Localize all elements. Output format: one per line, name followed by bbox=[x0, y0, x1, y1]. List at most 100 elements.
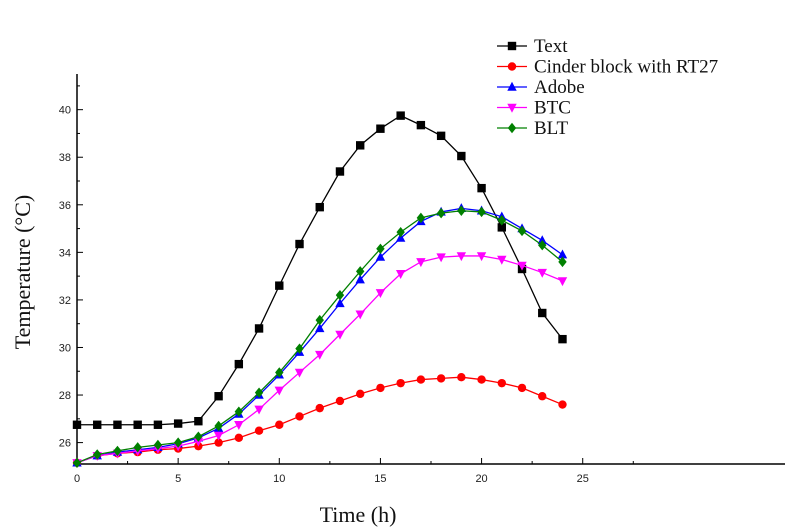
y-tick-label: 34 bbox=[59, 247, 71, 259]
data-point-blt bbox=[133, 442, 142, 453]
data-point-cinder-block-with-rt27 bbox=[517, 383, 527, 393]
data-point-text bbox=[254, 324, 264, 333]
y-tick-label: 30 bbox=[59, 342, 71, 354]
x-tick-label: 5 bbox=[175, 473, 181, 485]
data-point-text bbox=[173, 419, 183, 428]
data-point-blt bbox=[538, 240, 547, 251]
data-point-blt bbox=[254, 387, 264, 398]
data-point-btc bbox=[375, 289, 386, 298]
data-point-cinder-block-with-rt27 bbox=[558, 400, 567, 409]
x-tick-label: 15 bbox=[374, 473, 386, 485]
y-tick-label: 36 bbox=[59, 200, 71, 212]
data-point-btc bbox=[234, 421, 244, 430]
data-point-text bbox=[275, 281, 284, 290]
data-point-text bbox=[234, 359, 244, 369]
data-point-text bbox=[72, 420, 82, 429]
data-point-adobe bbox=[557, 249, 568, 259]
data-point-cinder-block-with-rt27 bbox=[457, 373, 466, 382]
y-tick-label: 40 bbox=[59, 105, 71, 117]
data-point-blt bbox=[477, 206, 486, 218]
data-point-btc bbox=[355, 310, 365, 320]
data-point-btc bbox=[557, 277, 568, 287]
data-point-blt bbox=[356, 266, 365, 277]
data-point-cinder-block-with-rt27 bbox=[214, 438, 223, 447]
data-point-blt bbox=[457, 205, 466, 216]
legend-label-cinder-block-with-rt27: Cinder block with RT27 bbox=[534, 57, 718, 78]
data-point-blt bbox=[113, 445, 122, 457]
series-text bbox=[72, 111, 567, 429]
data-point-btc bbox=[476, 252, 487, 262]
data-point-blt bbox=[376, 243, 385, 254]
data-point-blt bbox=[153, 439, 163, 451]
data-point-adobe bbox=[335, 298, 345, 308]
data-point-btc bbox=[254, 405, 264, 415]
y-tick-label: 28 bbox=[59, 390, 71, 402]
data-point-blt bbox=[436, 207, 446, 219]
x-tick-label: 0 bbox=[74, 473, 80, 485]
data-point-blt bbox=[416, 212, 426, 224]
x-tick-label: 25 bbox=[577, 473, 589, 485]
data-point-blt bbox=[497, 215, 506, 226]
data-point-cinder-block-with-rt27 bbox=[538, 392, 547, 401]
data-point-text bbox=[214, 392, 223, 401]
data-point-cinder-block-with-rt27 bbox=[416, 375, 426, 384]
data-point-blt bbox=[72, 457, 82, 469]
data-point-text bbox=[113, 420, 122, 429]
series-line-text bbox=[77, 114, 563, 426]
data-point-cinder-block-with-rt27 bbox=[234, 433, 244, 443]
axes: 26 28 30 32 34 36 38 40 0 5 10 15 20 25 bbox=[59, 74, 785, 485]
data-point-btc bbox=[456, 252, 467, 262]
legend-label-adobe: Adobe bbox=[534, 77, 585, 98]
series-blt bbox=[72, 205, 567, 469]
legend-marker-btc bbox=[507, 103, 517, 113]
legend-marker-cinder-block-with-rt27 bbox=[507, 62, 517, 71]
data-point-cinder-block-with-rt27 bbox=[376, 383, 385, 393]
legend-marker-text bbox=[507, 41, 517, 51]
data-point-blt bbox=[335, 289, 345, 301]
data-point-adobe bbox=[315, 323, 325, 333]
data-point-btc bbox=[436, 253, 446, 263]
data-point-adobe bbox=[537, 235, 547, 245]
data-point-btc bbox=[537, 268, 547, 278]
data-point-text bbox=[396, 111, 405, 120]
data-point-text bbox=[558, 334, 567, 344]
data-point-cinder-block-with-rt27 bbox=[275, 420, 284, 429]
data-point-text bbox=[416, 120, 426, 130]
data-point-btc bbox=[517, 261, 527, 271]
y-tick-label: 38 bbox=[59, 152, 71, 164]
data-point-text bbox=[457, 151, 466, 161]
data-point-text bbox=[376, 124, 385, 133]
data-point-adobe bbox=[375, 251, 386, 261]
data-point-text bbox=[538, 308, 547, 318]
data-point-text bbox=[194, 416, 203, 426]
data-point-cinder-block-with-rt27 bbox=[315, 403, 324, 413]
data-point-blt bbox=[234, 406, 244, 417]
data-point-btc bbox=[274, 386, 284, 396]
data-point-cinder-block-with-rt27 bbox=[396, 378, 405, 388]
legend-label-blt: BLT bbox=[534, 118, 569, 139]
legend-label-text: Text bbox=[534, 36, 568, 57]
data-point-btc bbox=[213, 431, 224, 441]
data-point-btc bbox=[193, 437, 204, 447]
data-point-text bbox=[295, 239, 304, 249]
data-point-blt bbox=[295, 343, 304, 354]
data-point-blt bbox=[517, 225, 527, 237]
data-point-text bbox=[335, 167, 345, 176]
x-tick-label: 20 bbox=[475, 473, 487, 485]
data-point-cinder-block-with-rt27 bbox=[254, 426, 264, 435]
data-point-blt bbox=[396, 226, 405, 238]
data-point-cinder-block-with-rt27 bbox=[335, 396, 345, 406]
series-cinder-block-with-rt27 bbox=[72, 373, 567, 468]
data-point-text bbox=[93, 420, 102, 429]
data-point-cinder-block-with-rt27 bbox=[436, 374, 446, 383]
series-layer bbox=[72, 111, 568, 469]
data-point-btc bbox=[497, 255, 507, 265]
data-point-text bbox=[315, 202, 324, 212]
data-point-cinder-block-with-rt27 bbox=[477, 375, 486, 384]
series-btc bbox=[72, 252, 568, 469]
data-point-blt bbox=[173, 437, 183, 448]
series-adobe bbox=[72, 203, 568, 467]
data-point-blt bbox=[315, 314, 324, 326]
